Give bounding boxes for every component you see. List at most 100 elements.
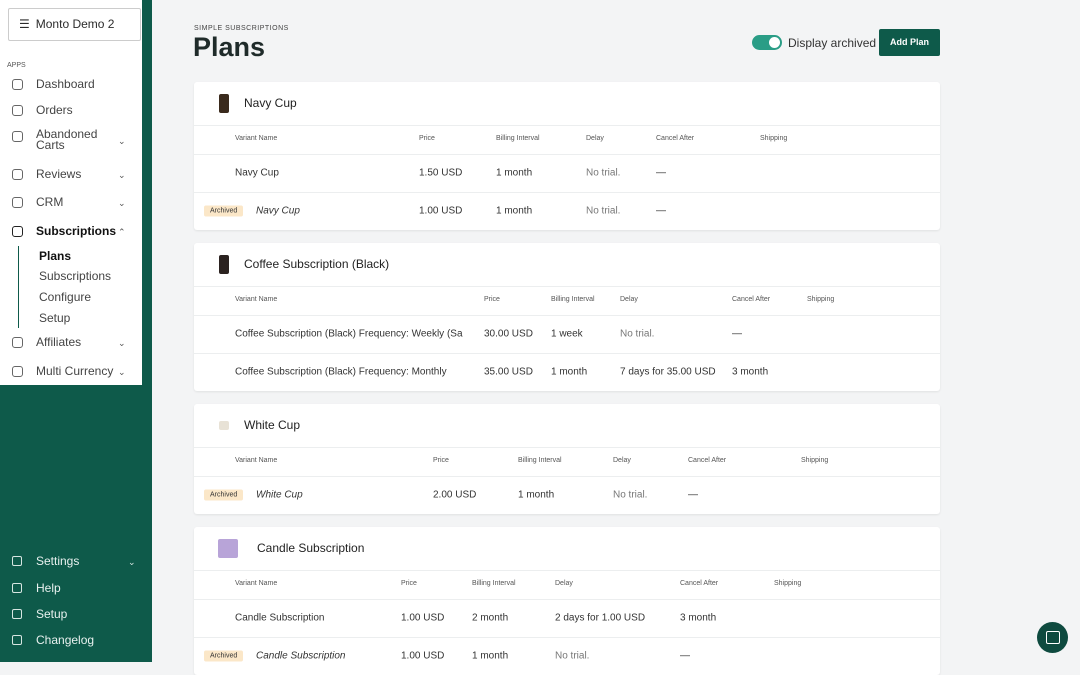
nav-item[interactable]: Affiliates [36, 335, 82, 349]
table-cell: 2.00 USD [433, 489, 477, 501]
column-header: Variant Name [235, 457, 278, 464]
column-header: Price [401, 580, 417, 587]
table-cell: No trial. [620, 328, 655, 340]
plan-name: White Cup [244, 418, 301, 432]
chevron: ⌄ [118, 198, 126, 208]
divider [194, 637, 940, 638]
nav-icon [12, 609, 22, 619]
table-cell: 1.00 USD [401, 650, 445, 662]
archived-badge: Archived [204, 205, 244, 217]
nav-item[interactable]: Orders [36, 103, 73, 117]
chevron: ⌄ [118, 136, 126, 146]
table-cell: Navy Cup [256, 205, 300, 217]
column-header: Delay [613, 457, 631, 464]
table-cell: Candle Subscription [235, 612, 325, 624]
nav-item[interactable]: Abandoned Carts [36, 127, 98, 152]
table-cell: Coffee Subscription (Black) Frequency: W… [235, 328, 463, 340]
table-cell: — [656, 205, 666, 217]
table-cell: 35.00 USD [484, 366, 533, 378]
nav-icon [12, 366, 23, 377]
workspace-name: Monto Demo 2 [35, 17, 115, 31]
table-cell: — [680, 650, 690, 662]
archived-toggle[interactable] [752, 35, 782, 50]
nav-icon [12, 635, 22, 645]
nav-item[interactable]: Dashboard [36, 77, 95, 91]
divider [194, 570, 940, 571]
column-header: Cancel After [656, 135, 695, 142]
sub-nav-item[interactable]: Subscriptions [39, 269, 112, 283]
table-cell: 30.00 USD [484, 328, 533, 340]
nav-icon [12, 556, 22, 566]
plan-name: Coffee Subscription (Black) [244, 257, 390, 271]
plan-name: Candle Subscription [257, 541, 365, 555]
nav-item[interactable]: Setup [36, 607, 68, 621]
plan-image [219, 421, 229, 430]
chevron: ⌃ [118, 227, 126, 237]
plan-card: Coffee Subscription (Black) Variant Name P… [194, 243, 940, 391]
column-header: Variant Name [235, 135, 278, 142]
divider [194, 315, 940, 316]
nav-item[interactable]: Settings [36, 554, 80, 568]
column-header: Shipping [760, 135, 788, 142]
column-header: Billing Interval [472, 580, 516, 587]
table-cell: — [732, 328, 742, 340]
nav-item[interactable]: Reviews [36, 167, 82, 181]
column-header: Cancel After [732, 296, 771, 303]
table-cell: Candle Subscription [256, 650, 346, 662]
nav-item[interactable]: Subscriptions [36, 224, 117, 238]
page-title: Plans [193, 32, 266, 62]
table-cell: 1 week [551, 328, 583, 340]
nav-icon [12, 337, 23, 348]
toggle-label: Display archived [788, 36, 877, 50]
column-header: Price [484, 296, 500, 303]
divider [194, 154, 940, 155]
sub-nav-item[interactable]: Plans [39, 249, 72, 263]
table-cell: No trial. [586, 205, 621, 217]
nav-item[interactable]: CRM [36, 195, 64, 209]
nav-icon [12, 197, 23, 208]
plan-image [219, 255, 229, 274]
table-cell: 1 month [472, 650, 509, 662]
chevron: ⌄ [118, 367, 126, 377]
table-cell: No trial. [613, 489, 648, 501]
column-header: Shipping [774, 580, 802, 587]
column-header: Delay [620, 296, 638, 303]
column-header: Delay [586, 135, 604, 142]
menu-icon: ☰ [19, 17, 30, 31]
sub-nav-item[interactable]: Setup [39, 311, 71, 325]
table-cell: No trial. [555, 650, 590, 662]
nav-item[interactable]: Multi Currency [36, 364, 114, 378]
section-label: APPS [7, 62, 26, 69]
chat-button[interactable] [1037, 622, 1068, 653]
sidebar-menu: ☰ Monto Demo 2 APPS Dashboard Orders Abando… [0, 0, 142, 385]
column-header: Variant Name [235, 296, 278, 303]
chevron: ⌄ [118, 170, 126, 180]
plan-image [218, 539, 238, 558]
nav-item[interactable]: Help [36, 581, 61, 595]
sub-nav-item[interactable]: Configure [39, 290, 92, 304]
table-cell: 1.50 USD [419, 167, 463, 179]
divider [194, 353, 940, 354]
table-cell: 1.00 USD [419, 205, 463, 217]
column-header: Shipping [801, 457, 829, 464]
nav-icon [12, 131, 23, 142]
table-cell: 1 month [496, 205, 533, 217]
nav-item[interactable]: Changelog [36, 633, 95, 647]
nav-icon [12, 226, 23, 237]
column-header: Billing Interval [518, 457, 562, 464]
column-header: Price [419, 135, 435, 142]
archived-badge: Archived [204, 650, 244, 662]
table-cell: 1.00 USD [401, 612, 445, 624]
table-cell: — [656, 167, 666, 179]
plan-card: White Cup Variant Name Price Billing Interv… [194, 404, 940, 514]
column-header: Billing Interval [551, 296, 595, 303]
divider [194, 447, 940, 448]
table-cell: No trial. [586, 167, 621, 179]
submenu-rail [18, 246, 19, 328]
nav-icon [12, 105, 23, 116]
workspace-switcher[interactable]: ☰ Monto Demo 2 [8, 8, 141, 41]
table-cell: 2 days for 1.00 USD [555, 612, 646, 624]
column-header: Variant Name [235, 580, 278, 587]
add-plan-button[interactable]: Add Plan [879, 29, 940, 56]
